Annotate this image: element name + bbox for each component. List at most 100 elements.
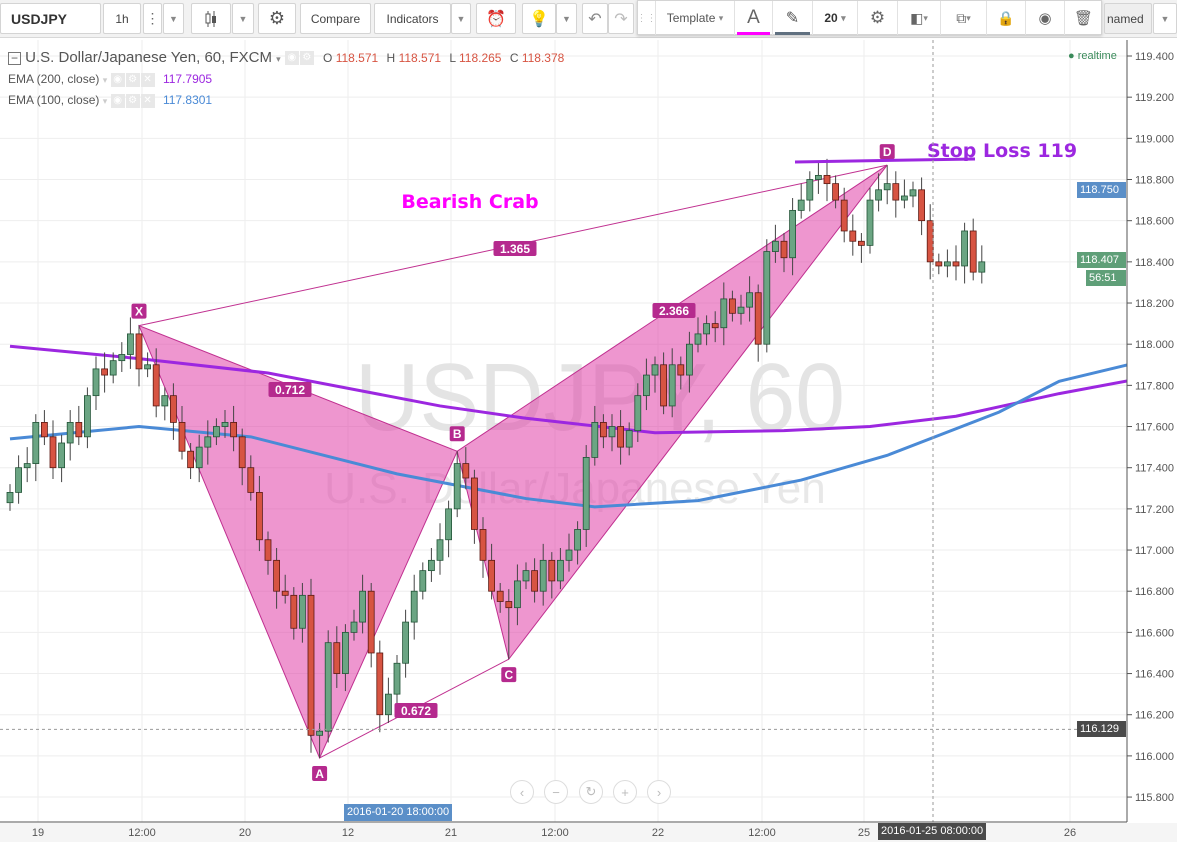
realtime-dot-icon: ● [1068, 50, 1075, 62]
candle-up [866, 199, 874, 246]
point-a-label-bg [312, 765, 328, 781]
high-label: H [386, 51, 396, 65]
open-value: 118.571 [335, 51, 379, 65]
candle-up [789, 209, 796, 259]
candle-down [754, 292, 762, 345]
symbol-input[interactable]: USDJPY [0, 3, 101, 34]
ema200-visibility-icon[interactable]: ◉ [110, 72, 125, 87]
text-color-button[interactable]: A [735, 1, 773, 35]
price-axis-bg [1127, 40, 1177, 822]
ema200-settings-icon[interactable]: ⚙ [125, 72, 140, 87]
time-tick-label: 12:00 [541, 827, 569, 839]
candle-down [823, 174, 831, 185]
ema100-label[interactable]: EMA (100, close) [8, 93, 100, 107]
compare-button[interactable]: Compare [300, 3, 371, 34]
candle-up [608, 426, 616, 438]
ema200-label[interactable]: EMA (200, close) [8, 72, 100, 86]
lightbulb-icon[interactable]: 💡 [522, 3, 556, 34]
price-tick-label: 116.400 [1135, 669, 1174, 681]
candle-up [772, 240, 779, 252]
series-title[interactable]: U.S. Dollar/Japanese Yen, 60, FXCM [25, 49, 272, 66]
candle-up [909, 189, 917, 197]
clone-shapes-icon[interactable]: ⧉ ▾ [941, 1, 987, 35]
realtime-label: realtime [1077, 50, 1117, 62]
candle-up [445, 508, 453, 541]
indicators-button[interactable]: Indicators [374, 3, 451, 34]
candle-down [281, 590, 289, 596]
candle-up [883, 183, 891, 191]
price-tick-label: 118.400 [1135, 257, 1174, 269]
trash-delete-icon[interactable]: 🗑 [1073, 10, 1094, 27]
candle-down [367, 590, 375, 654]
drag-handle-icon[interactable]: ⋮⋮ [637, 1, 657, 35]
candle-down [101, 368, 108, 376]
crosshair-price-label: 116.129 [1077, 721, 1126, 737]
candle-up [591, 422, 599, 458]
candle-up [539, 559, 547, 592]
redo-icon[interactable]: ↷ [608, 3, 634, 34]
indicators-dropdown-icon[interactable]: ▼ [451, 3, 471, 34]
candle-down [255, 492, 263, 541]
ema100-settings-icon[interactable]: ⚙ [125, 93, 140, 108]
last-price-label: 118.407 [1077, 252, 1126, 268]
candle-up [634, 395, 642, 432]
pencil-line-color-icon[interactable]: ✎ [773, 1, 813, 35]
interval-button[interactable]: 1h [103, 3, 141, 34]
candle-up [643, 374, 650, 397]
point-d-label-bg [879, 144, 895, 160]
ideas-dropdown-icon[interactable]: ▼ [556, 3, 577, 34]
candle-up [694, 333, 702, 345]
price-tick-label: 117.200 [1135, 504, 1174, 516]
candles-chart-type-icon[interactable] [191, 3, 231, 34]
ema100-remove-icon[interactable]: ✕ [140, 93, 155, 108]
candle-up [316, 730, 324, 736]
candle-up [402, 621, 410, 664]
settings-gear-icon[interactable]: ⚙ [258, 3, 296, 34]
ema200-value: 117.7905 [162, 72, 213, 86]
layout-name-button[interactable]: named [1104, 3, 1152, 34]
candle-up [298, 594, 306, 629]
candle-up [574, 529, 581, 551]
price-tick-label: 116.800 [1135, 586, 1174, 598]
interval-dropdown-icon[interactable]: ▼ [163, 3, 184, 34]
candle-up [565, 549, 573, 561]
ratio-xd-label: 1.365 [500, 242, 530, 256]
candles [6, 158, 986, 758]
scroll-left-button[interactable]: ‹ [510, 780, 534, 804]
candle-down [496, 590, 504, 602]
candle-down [49, 436, 57, 469]
alarm-clock-add-icon[interactable]: ⏰ [476, 3, 516, 34]
visibility-icon[interactable]: ◉ [284, 51, 299, 66]
candle-down [307, 594, 315, 736]
candle-down [488, 559, 496, 592]
ema100-visibility-icon[interactable]: ◉ [110, 93, 125, 108]
candle-up [350, 621, 358, 633]
font-size-select[interactable]: 20 ▾ [813, 1, 858, 35]
candle-down [969, 230, 977, 273]
ema200-remove-icon[interactable]: ✕ [140, 72, 155, 87]
reset-chart-button[interactable]: ↻ [579, 780, 603, 804]
more-intervals-icon[interactable]: ⋮ [143, 3, 162, 34]
candle-down [858, 240, 865, 246]
bring-to-front-icon[interactable]: ◧ ▾ [898, 1, 941, 35]
scroll-right-button[interactable]: › [647, 780, 671, 804]
candle-down [926, 220, 934, 263]
zoom-in-button[interactable]: + [613, 780, 637, 804]
lock-icon[interactable]: 🔒 [987, 1, 1026, 35]
candle-down [376, 652, 384, 716]
point-c-label: C [504, 668, 513, 682]
series-settings-icon[interactable]: ⚙ [299, 51, 314, 66]
undo-icon[interactable]: ↶ [582, 3, 608, 34]
ratio-bd-label: 2.366 [659, 304, 689, 318]
eye-visibility-icon[interactable]: ◉ [1026, 1, 1065, 35]
collapse-icon[interactable]: − [8, 51, 21, 65]
template-button[interactable]: Template ▾ [656, 1, 735, 35]
candle-down [178, 422, 186, 452]
chart-type-dropdown-icon[interactable]: ▼ [232, 3, 254, 34]
price-tick-label: 116.600 [1135, 627, 1174, 639]
candle-up [815, 174, 822, 180]
zoom-out-button[interactable]: − [544, 780, 568, 804]
drawing-settings-gear-icon[interactable]: ⚙ [858, 1, 898, 35]
time-tick-label: 21 [445, 827, 457, 839]
